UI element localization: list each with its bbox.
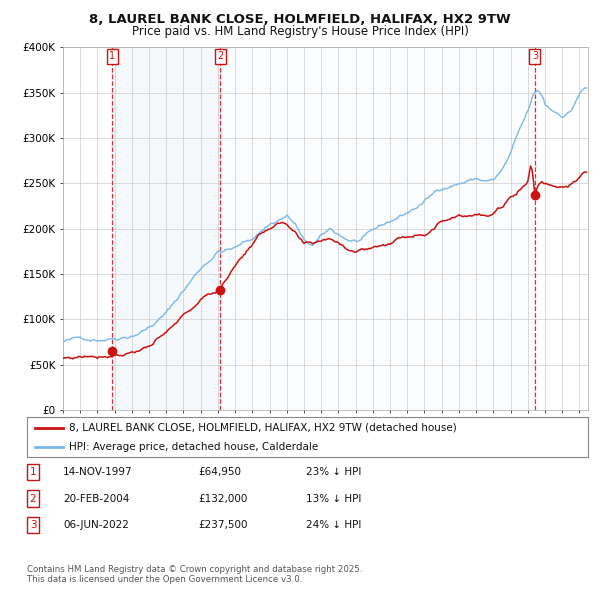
Text: 23% ↓ HPI: 23% ↓ HPI: [306, 467, 361, 477]
Text: Price paid vs. HM Land Registry's House Price Index (HPI): Price paid vs. HM Land Registry's House …: [131, 25, 469, 38]
Text: £64,950: £64,950: [198, 467, 241, 477]
Text: Contains HM Land Registry data © Crown copyright and database right 2025.
This d: Contains HM Land Registry data © Crown c…: [27, 565, 362, 584]
Text: 3: 3: [29, 520, 37, 530]
Bar: [112, 47, 220, 410]
Text: 14-NOV-1997: 14-NOV-1997: [63, 467, 133, 477]
Text: 1: 1: [109, 51, 116, 61]
Text: 2: 2: [29, 494, 37, 503]
Text: 20-FEB-2004: 20-FEB-2004: [63, 494, 130, 503]
Text: 1: 1: [29, 467, 37, 477]
Text: 13% ↓ HPI: 13% ↓ HPI: [306, 494, 361, 503]
Bar: [220, 47, 535, 410]
Text: 8, LAUREL BANK CLOSE, HOLMFIELD, HALIFAX, HX2 9TW: 8, LAUREL BANK CLOSE, HOLMFIELD, HALIFAX…: [89, 13, 511, 26]
Text: £132,000: £132,000: [198, 494, 247, 503]
Text: 24% ↓ HPI: 24% ↓ HPI: [306, 520, 361, 530]
Text: 06-JUN-2022: 06-JUN-2022: [63, 520, 129, 530]
Text: 8, LAUREL BANK CLOSE, HOLMFIELD, HALIFAX, HX2 9TW (detached house): 8, LAUREL BANK CLOSE, HOLMFIELD, HALIFAX…: [69, 423, 457, 433]
Text: £237,500: £237,500: [198, 520, 248, 530]
Text: 3: 3: [532, 51, 538, 61]
Text: 2: 2: [217, 51, 223, 61]
Text: HPI: Average price, detached house, Calderdale: HPI: Average price, detached house, Cald…: [69, 442, 319, 452]
